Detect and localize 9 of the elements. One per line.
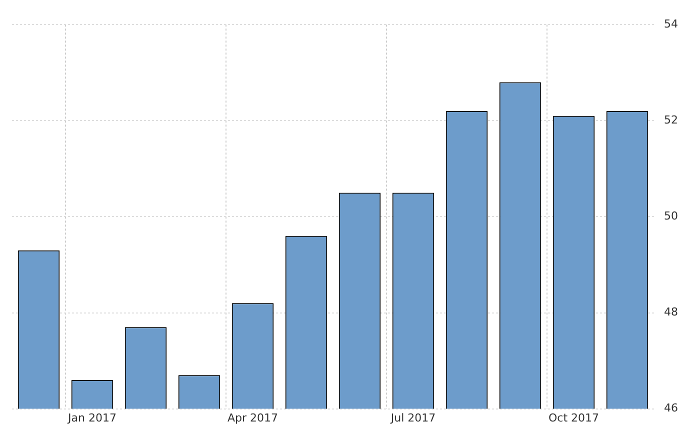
- x-tick-label: Apr 2017: [227, 411, 278, 424]
- y-tick-label: 52: [664, 114, 678, 127]
- x-tick-label: Oct 2017: [548, 411, 600, 424]
- x-tick-label: Jul 2017: [390, 411, 436, 424]
- y-tick-label: 46: [664, 402, 678, 415]
- y-tick-label: 48: [664, 306, 678, 319]
- y-tick-label: 50: [664, 210, 678, 223]
- y-tick-label: 54: [664, 17, 678, 30]
- x-tick-label: Jan 2017: [67, 411, 116, 424]
